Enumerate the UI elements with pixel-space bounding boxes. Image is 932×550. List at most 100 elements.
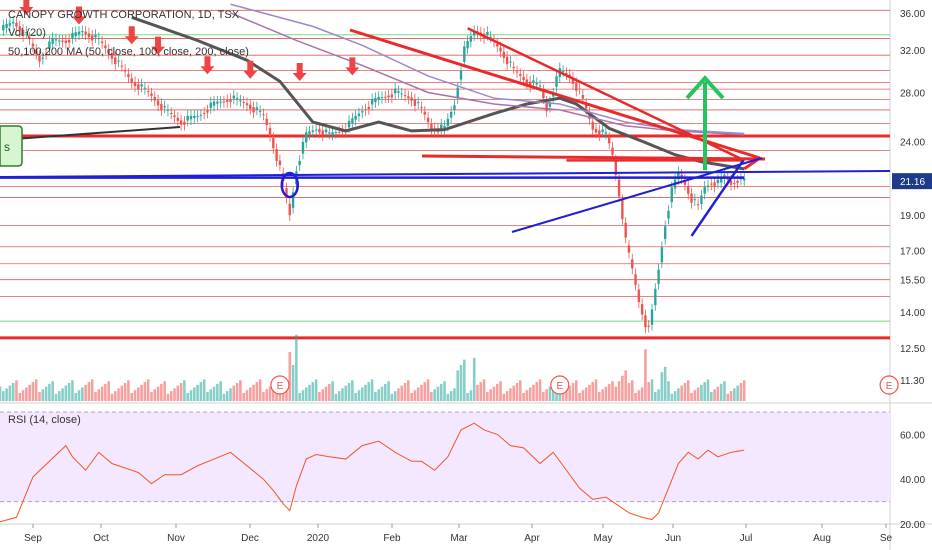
earnings-label: E bbox=[277, 381, 284, 392]
volume-bar bbox=[387, 381, 390, 401]
candle-body bbox=[173, 115, 176, 118]
volume-bar bbox=[104, 383, 107, 401]
candle-body bbox=[262, 114, 265, 116]
volume-bar bbox=[192, 387, 196, 401]
volume-bar bbox=[120, 385, 124, 401]
volume-bar bbox=[683, 383, 687, 401]
volume-bar bbox=[680, 385, 683, 401]
volume-bar bbox=[18, 392, 22, 401]
volume-bar bbox=[407, 380, 410, 401]
candle-body bbox=[561, 71, 565, 73]
candle-body bbox=[114, 57, 117, 65]
candle-body bbox=[387, 95, 390, 98]
candle-body bbox=[199, 114, 203, 116]
volume-bar bbox=[479, 382, 483, 401]
candle-body bbox=[328, 132, 331, 134]
volume-bar bbox=[57, 391, 61, 401]
volume-bar bbox=[344, 385, 348, 401]
volume-bar bbox=[334, 393, 338, 401]
volume-bar bbox=[393, 391, 397, 401]
down-arrow-icon bbox=[151, 36, 166, 55]
volume-bar bbox=[130, 392, 134, 401]
moving-average-line bbox=[230, 12, 745, 136]
volume-bar bbox=[584, 387, 588, 401]
volume-bar bbox=[630, 380, 634, 401]
candle-body bbox=[370, 99, 374, 105]
price-tick-label: 15.50 bbox=[900, 276, 925, 287]
candle-body bbox=[472, 31, 476, 36]
volume-bar bbox=[196, 384, 199, 401]
candle-body bbox=[44, 53, 48, 55]
candle-body bbox=[150, 93, 153, 96]
volume-bar bbox=[281, 391, 285, 401]
volume-bar bbox=[713, 389, 716, 401]
volume-bar bbox=[542, 392, 545, 401]
candle-body bbox=[486, 31, 489, 35]
candle-body bbox=[515, 71, 519, 73]
price-tick-label: 19.00 bbox=[900, 211, 925, 222]
candle-body bbox=[591, 121, 594, 130]
candle-body bbox=[690, 193, 693, 203]
volume-bar bbox=[693, 390, 697, 401]
candle-body bbox=[133, 82, 137, 87]
volume-bar bbox=[90, 379, 94, 401]
volume-bar bbox=[107, 381, 110, 401]
candle-body bbox=[410, 97, 413, 101]
candle-body bbox=[202, 112, 206, 114]
volume-bar bbox=[733, 388, 736, 401]
volume-bar bbox=[571, 383, 575, 401]
volume-bar bbox=[48, 383, 51, 401]
candle-body bbox=[301, 141, 305, 154]
volume-bar bbox=[439, 383, 443, 401]
candle-body bbox=[91, 35, 94, 41]
volume-bar bbox=[742, 380, 746, 401]
volume-bar bbox=[97, 389, 101, 401]
volume-bar bbox=[660, 372, 664, 401]
volume-bar bbox=[663, 366, 667, 401]
volume-bar bbox=[71, 380, 74, 401]
candle-body bbox=[489, 36, 492, 38]
volume-bar bbox=[588, 384, 591, 401]
candle-body bbox=[581, 95, 585, 99]
candle-body bbox=[324, 129, 328, 133]
candle-body bbox=[456, 87, 459, 99]
candle-body bbox=[374, 97, 377, 103]
volume-bar bbox=[650, 379, 654, 401]
volume-bar bbox=[634, 392, 637, 401]
volume-bar bbox=[265, 389, 269, 401]
rsi-band bbox=[0, 412, 890, 502]
callout-text: s bbox=[4, 140, 10, 154]
candle-body bbox=[140, 84, 143, 87]
candle-body bbox=[459, 70, 463, 80]
volume-bar bbox=[288, 352, 292, 401]
volume-bar bbox=[601, 389, 604, 401]
triangle-lower-line bbox=[511, 157, 763, 233]
volume-bar bbox=[186, 392, 190, 401]
candle-body bbox=[713, 182, 716, 187]
volume-bar bbox=[81, 387, 84, 401]
volume-bar bbox=[127, 380, 130, 401]
candle-body bbox=[393, 88, 397, 94]
volume-bar bbox=[397, 388, 400, 401]
volume-bar bbox=[324, 386, 328, 401]
volume-bar bbox=[209, 389, 213, 401]
candle-body bbox=[528, 81, 532, 87]
candle-body bbox=[107, 49, 110, 54]
volume-bar bbox=[374, 392, 377, 401]
candle-body bbox=[104, 45, 107, 49]
candle-body bbox=[193, 115, 196, 119]
candle-body bbox=[38, 55, 41, 62]
rsi-tick-label: 40.00 bbox=[900, 475, 925, 486]
candle-body bbox=[67, 39, 71, 43]
candle-body bbox=[123, 69, 127, 72]
volume-bar bbox=[199, 382, 203, 401]
candle-body bbox=[571, 77, 575, 84]
candle-body bbox=[545, 101, 548, 112]
candle-body bbox=[97, 37, 100, 40]
ma-legend: 50,100,200 MA (50, close, 100, close, 20… bbox=[8, 46, 249, 58]
candle-body bbox=[18, 26, 21, 32]
time-tick-label: Jul bbox=[740, 533, 753, 544]
candle-body bbox=[196, 115, 199, 117]
volume-bar bbox=[232, 385, 236, 401]
